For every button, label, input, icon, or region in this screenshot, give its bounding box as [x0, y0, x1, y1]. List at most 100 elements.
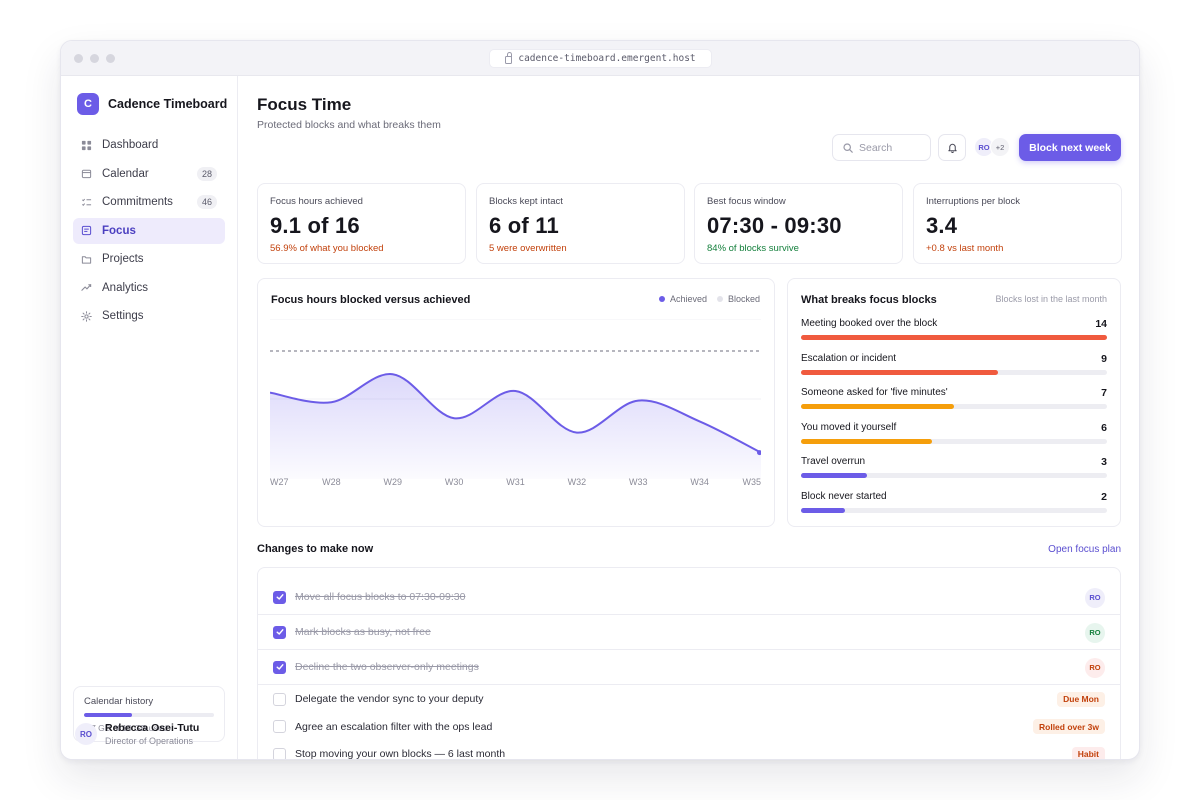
list-item[interactable]: Mark blocks as busy, not free RO [258, 615, 1120, 650]
todo-text: Decline the two observer-only meetings [295, 661, 479, 673]
kpi-value: 6 of 11 [489, 213, 559, 238]
logo-icon: C [77, 93, 99, 115]
x-tick-label: W28 [322, 477, 341, 487]
focus-breaks-card: What breaks focus blocks Blocks lost in … [787, 278, 1121, 527]
search-box[interactable] [832, 134, 931, 161]
list-item[interactable]: Agree an escalation filter with the ops … [258, 713, 1120, 740]
checkbox[interactable] [273, 590, 286, 604]
list-item[interactable]: Decline the two observer-only meetings RO [258, 650, 1120, 685]
sidebar-item-focus[interactable]: Focus [73, 217, 225, 244]
folder-icon [81, 254, 92, 265]
list-item[interactable]: Stop moving your own blocks — 6 last mon… [258, 740, 1120, 760]
address-bar[interactable]: cadence-timeboard.emergent.host [489, 49, 712, 68]
close-dot[interactable] [74, 54, 83, 63]
kpi-value: 07:30 - 09:30 [707, 213, 842, 238]
sidebar-item-label: Commitments [102, 196, 173, 208]
changes-title: Changes to make now [257, 543, 374, 555]
brand[interactable]: C Cadence Timeboard [77, 93, 227, 115]
checkbox[interactable] [273, 625, 286, 639]
status-badge: Habit [1071, 746, 1105, 759]
break-bar-fill [801, 335, 1107, 340]
check-icon [276, 664, 283, 670]
break-bar-fill [801, 473, 867, 478]
legend-item-achieved[interactable]: Achieved [658, 294, 707, 304]
achieved-series-line [270, 373, 761, 454]
chart-legend: Achieved Blocked [658, 294, 760, 304]
check-icon [276, 629, 283, 635]
browser-window: cadence-timeboard.emergent.host C Cadenc… [60, 40, 1140, 760]
search-icon [843, 142, 853, 153]
todo-text: Stop moving your own blocks — 6 last mon… [295, 748, 506, 760]
grid-icon [81, 140, 92, 151]
storage-used-text: 3.7 GB of 10 GB used [84, 723, 168, 733]
collaborators[interactable]: RO +2 [974, 137, 1010, 157]
notifications-button[interactable] [938, 134, 966, 161]
more-avatars-count: +2 [990, 137, 1010, 157]
list-item[interactable]: Move all focus blocks to 07:30-09:30 RO [258, 580, 1120, 615]
break-row[interactable]: You moved it yourself 6 [801, 422, 1107, 444]
kpi-label: Interruptions per block [926, 196, 1020, 207]
storage-panel: Calendar history 3.7 GB of 10 GB used [73, 686, 225, 742]
break-count: 6 [1101, 421, 1107, 434]
checkbox[interactable] [273, 747, 286, 759]
sidebar-item-calendar[interactable]: Calendar 28 [73, 161, 225, 187]
trend-icon [81, 282, 92, 293]
break-row[interactable]: Meeting booked over the block 14 [801, 318, 1107, 340]
break-count: 3 [1101, 456, 1107, 468]
block-next-week-button[interactable]: Block next week [1019, 134, 1121, 161]
search-input[interactable] [859, 141, 921, 154]
sidebar-item-projects[interactable]: Projects [73, 246, 225, 272]
achieved-series-area [270, 374, 761, 479]
user-name: Rebecca Osei-Tutu [105, 722, 200, 734]
lock-icon [505, 51, 513, 64]
legend-swatch [716, 296, 723, 302]
break-bar-track [801, 335, 1107, 340]
break-bar-fill [801, 507, 845, 513]
sidebar-nav: Dashboard Calendar 28 Commitments 46 Focus Pro… [73, 132, 225, 332]
blocks-kept-kpi: Blocks kept intact 6 of 11 5 were overwrit… [476, 183, 685, 264]
maximize-dot[interactable] [106, 54, 115, 63]
avatar: RO [75, 723, 97, 745]
break-row[interactable]: Someone asked for 'five minutes' 7 [801, 387, 1107, 409]
storage-progress-track [84, 713, 214, 717]
sidebar-item-commitments[interactable]: Commitments 46 [73, 189, 225, 215]
break-row[interactable]: Travel overrun 3 [801, 456, 1107, 478]
app-name: Cadence Timeboard [108, 97, 228, 111]
checklist-icon [81, 197, 92, 208]
kpi-note: +0.8 vs last month [926, 243, 1004, 254]
bell-icon [947, 143, 957, 153]
x-tick-label: W33 [628, 477, 648, 487]
open-focus-plan-link[interactable]: Open focus plan [1048, 544, 1121, 555]
x-tick-label: W30 [444, 477, 464, 487]
break-row[interactable]: Block never started 2 [801, 491, 1107, 513]
page-subtitle: Protected blocks and what breaks them [257, 119, 441, 131]
kpi-label: Focus hours achieved [270, 196, 363, 207]
checkbox[interactable] [273, 692, 286, 706]
kpi-note: 5 were overwritten [489, 243, 567, 254]
legend-item-blocked[interactable]: Blocked [716, 294, 760, 304]
break-label: Escalation or incident [801, 352, 897, 364]
sidebar-item-analytics[interactable]: Analytics [73, 275, 225, 301]
user-profile[interactable]: RO Rebecca Osei-Tutu Director of Operati… [75, 722, 199, 746]
break-bar-track [801, 369, 1107, 375]
minimize-dot[interactable] [90, 54, 99, 63]
list-item[interactable]: Delegate the vendor sync to your deputy D… [258, 685, 1120, 713]
focus-chart-card: Focus hours blocked versus achieved Achi… [257, 278, 775, 527]
break-label: Someone asked for 'five minutes' [801, 387, 948, 398]
sidebar-item-label: Focus [102, 224, 136, 237]
focus-hours-kpi: Focus hours achieved 9.1 of 16 56.9% of wh… [257, 183, 466, 264]
checkbox[interactable] [273, 720, 286, 733]
break-bar-fill [801, 438, 933, 444]
note-icon [81, 225, 92, 236]
break-count: 9 [1101, 352, 1107, 365]
break-row[interactable]: Escalation or incident 9 [801, 353, 1107, 375]
achieved-last-point[interactable] [757, 450, 761, 456]
legend-label: Achieved [669, 294, 707, 304]
count-badge: 46 [196, 195, 217, 209]
sidebar-item-dashboard[interactable]: Dashboard [73, 132, 225, 158]
break-bar-fill [801, 369, 998, 375]
avatar: RO [974, 137, 994, 157]
checkbox[interactable] [273, 660, 286, 674]
sidebar-item-settings[interactable]: Settings [73, 303, 225, 329]
sidebar: C Cadence Timeboard Dashboard Calendar 28 C… [61, 76, 238, 759]
